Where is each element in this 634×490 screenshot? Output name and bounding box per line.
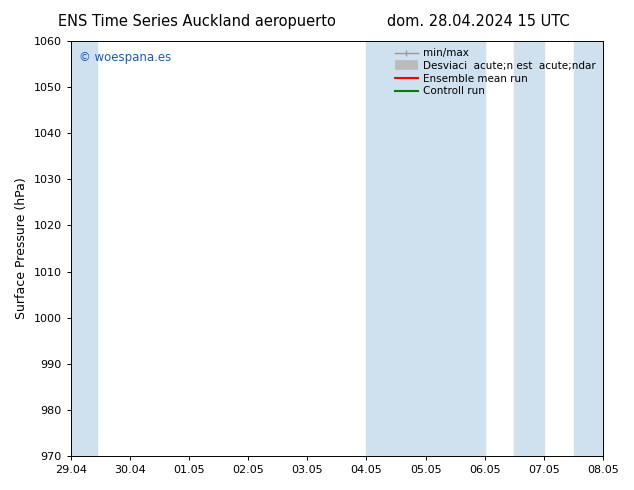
- Text: © woespana.es: © woespana.es: [79, 51, 171, 64]
- Bar: [41, 41, 98, 456]
- Legend: min/max, Desviaci  acute;n est  acute;ndar, Ensemble mean run, Controll run: min/max, Desviaci acute;n est acute;ndar…: [393, 46, 598, 98]
- Bar: [574, 41, 633, 456]
- Text: ENS Time Series Auckland aeropuerto: ENS Time Series Auckland aeropuerto: [58, 14, 335, 29]
- Text: dom. 28.04.2024 15 UTC: dom. 28.04.2024 15 UTC: [387, 14, 570, 29]
- Y-axis label: Surface Pressure (hPa): Surface Pressure (hPa): [15, 178, 28, 319]
- Bar: [514, 41, 544, 456]
- Bar: [366, 41, 485, 456]
